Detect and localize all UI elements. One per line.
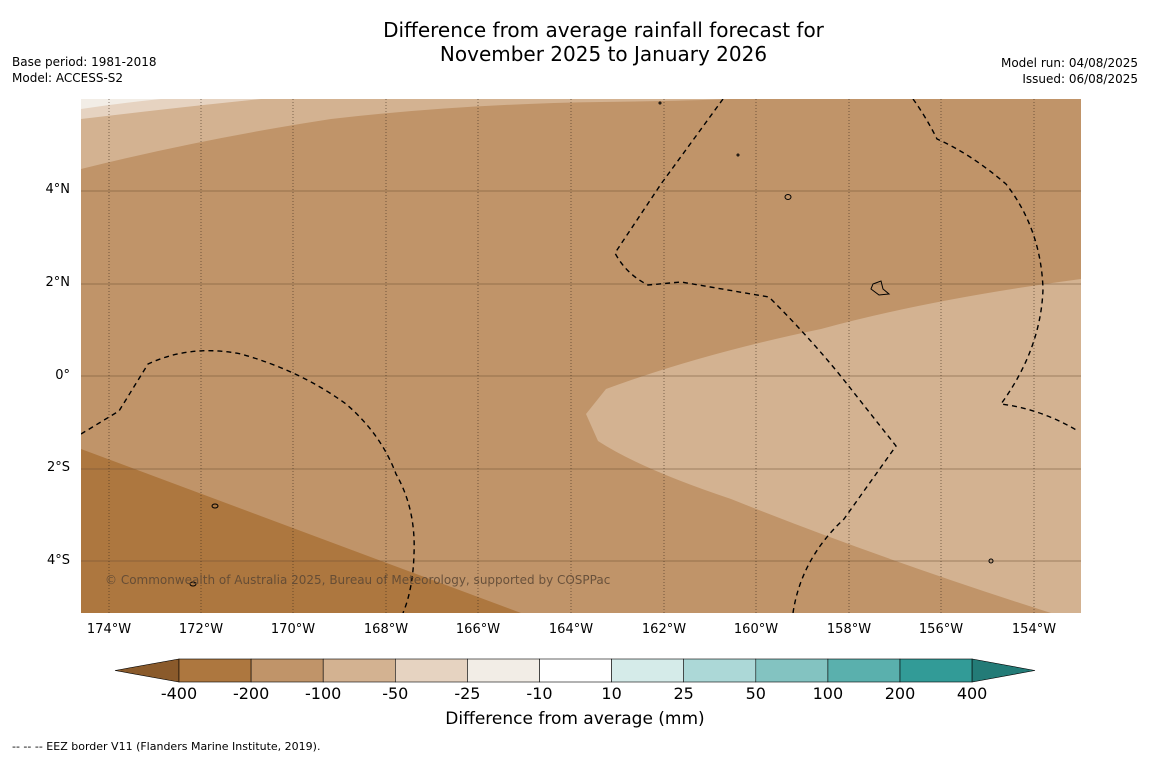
lon-label-164w: 164°W [548, 622, 594, 637]
colorbar-tick-label: -50 [382, 684, 409, 703]
region-lightest-north [81, 99, 261, 119]
meta-left: Base period: 1981-2018 Model: ACCESS-S2 [12, 54, 157, 86]
colorbar-swatch [683, 658, 757, 683]
lon-label-162w: 162°W [641, 622, 687, 637]
eez-borders [81, 99, 1079, 613]
colorbar-extend-high [971, 658, 1036, 683]
colorbar-swatch [467, 658, 540, 683]
region-lighter-east [586, 279, 1081, 613]
colorbar-swatch [250, 658, 324, 683]
title-line-2: November 2025 to January 2026 [439, 42, 768, 66]
island-4 [189, 581, 197, 587]
colorbar-tick-label: -400 [160, 684, 198, 703]
lat-label-4s: 4°S [46, 553, 70, 568]
colorbar-swatch [178, 658, 252, 683]
island-7 [658, 101, 662, 105]
colorbar-label: Difference from average (mm) [445, 709, 705, 729]
lon-label-172w: 172°W [178, 622, 224, 637]
lon-label-156w: 156°W [918, 622, 964, 637]
colorbar-tick-label: -25 [454, 684, 481, 703]
island-6 [736, 153, 740, 157]
copyright-text: © Commonwealth of Australia 2025, Bureau… [105, 573, 611, 587]
colorbar-tick-label: 200 [884, 684, 916, 703]
colorbar-tick-label: 10 [601, 684, 622, 703]
graticule [81, 190, 1081, 562]
lat-label-0: 0° [55, 368, 70, 383]
lon-label-160w: 160°W [733, 622, 779, 637]
colorbar-swatch [827, 658, 901, 683]
lat-label-2n: 2°N [45, 275, 71, 290]
colorbar-swatch [539, 658, 612, 683]
region-drier-southwest [81, 449, 521, 613]
eez-legend-footnote: -- -- -- EEZ border V11 (Flanders Marine… [12, 740, 321, 753]
colorbar-swatch [755, 658, 829, 683]
colorbar-extend-low [114, 658, 180, 683]
lon-label-174w: 174°W [86, 622, 132, 637]
lat-label-2s: 2°S [46, 460, 70, 475]
islands [189, 101, 994, 587]
base-period-text: Base period: 1981-2018 [12, 55, 157, 69]
map-title: Difference from average rainfall forecas… [0, 18, 1150, 66]
colorbar-tick-label: 400 [956, 684, 988, 703]
meta-right: Model run: 04/08/2025 Issued: 06/08/2025 [1001, 55, 1138, 87]
colorbar-swatch [899, 658, 973, 683]
lon-label-158w: 158°W [826, 622, 872, 637]
colorbar-tick-label: -200 [232, 684, 270, 703]
rainfall-map [81, 99, 1081, 613]
colorbar-tick-label: -10 [526, 684, 553, 703]
issued-text: Issued: 06/08/2025 [1022, 72, 1138, 86]
lat-label-4n: 4°N [45, 182, 71, 197]
island-1 [784, 194, 792, 200]
lon-label-154w: 154°W [1011, 622, 1057, 637]
region-lightest-north-2 [81, 99, 161, 109]
title-line-1: Difference from average rainfall forecas… [383, 18, 824, 42]
model-text: Model: ACCESS-S2 [12, 71, 124, 85]
lon-label-170w: 170°W [270, 622, 316, 637]
island-2 [870, 280, 891, 296]
colorbar-tick-label: 50 [745, 684, 766, 703]
eez-border-central [614, 99, 897, 613]
lon-label-168w: 168°W [363, 622, 409, 637]
colorbar-tick-label: 100 [812, 684, 844, 703]
island-3 [211, 503, 219, 509]
colorbar-swatch [322, 658, 396, 683]
colorbar-swatch [611, 658, 684, 683]
region-lighter-north [81, 99, 731, 169]
lon-label-166w: 166°W [455, 622, 501, 637]
colorbar-tick-label: 25 [673, 684, 694, 703]
eez-border-east [912, 99, 1079, 432]
colorbar-swatch [394, 658, 468, 683]
island-5 [988, 558, 994, 564]
colorbar-tick-label: -100 [305, 684, 342, 703]
eez-border-west [81, 350, 415, 613]
model-run-text: Model run: 04/08/2025 [1000, 56, 1138, 70]
